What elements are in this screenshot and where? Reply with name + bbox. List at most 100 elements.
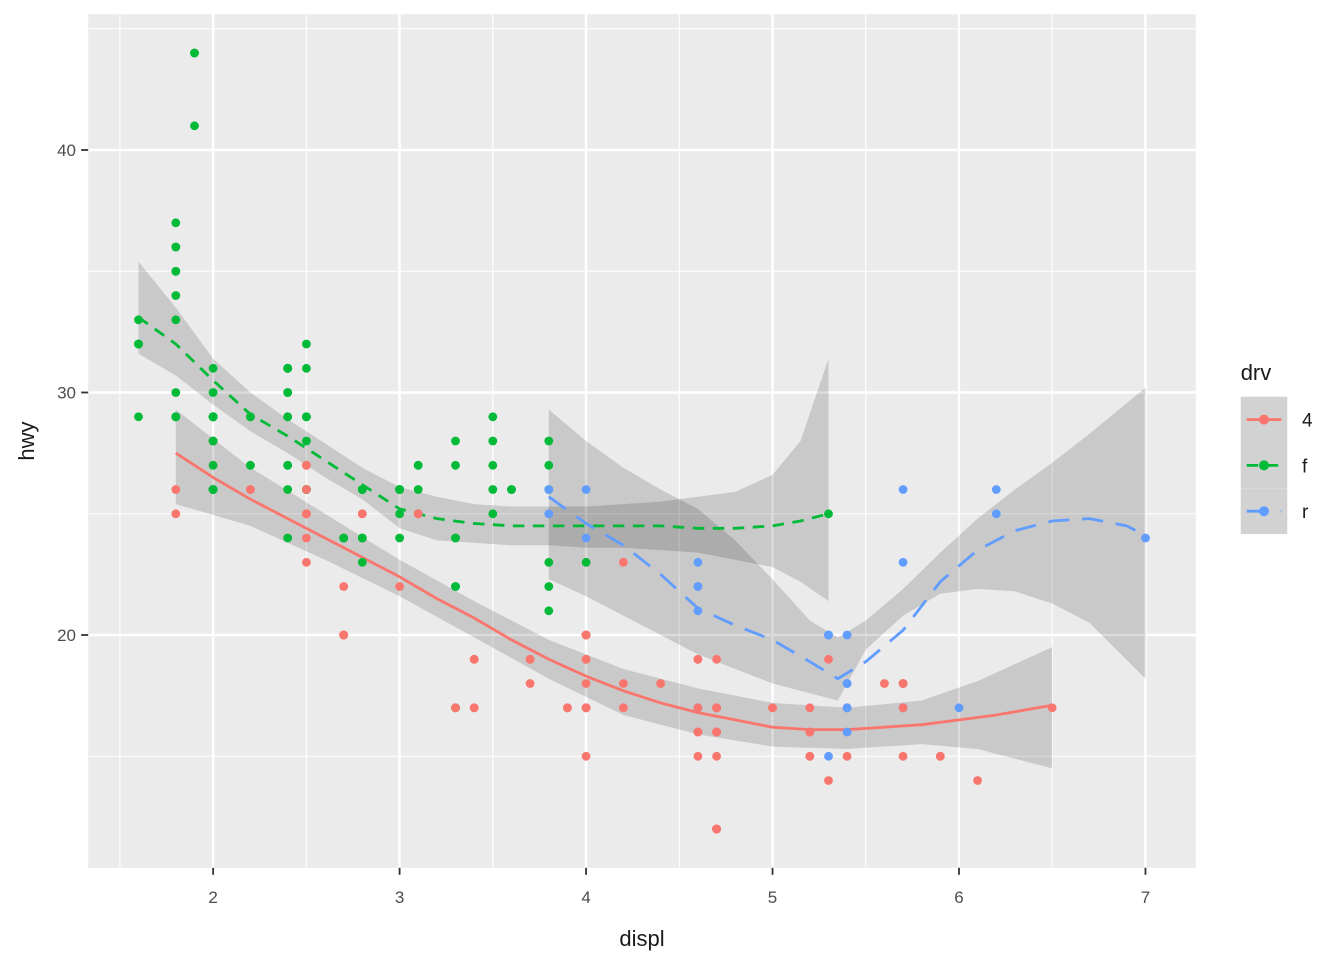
- data-point: [581, 533, 591, 543]
- data-point: [171, 242, 181, 252]
- data-point: [395, 485, 404, 494]
- data-point: [208, 363, 218, 373]
- y-tick-label: 20: [57, 626, 76, 645]
- data-point: [880, 679, 889, 688]
- data-point: [246, 485, 255, 494]
- data-point: [544, 582, 554, 591]
- data-point: [581, 654, 591, 664]
- data-points-f: [134, 48, 833, 713]
- data-point: [171, 388, 181, 397]
- data-point: [712, 727, 721, 737]
- data-point: [842, 630, 852, 640]
- data-point: [302, 557, 311, 567]
- data-point: [581, 557, 591, 567]
- data-point: [898, 485, 908, 494]
- data-point: [824, 654, 833, 664]
- data-point: [693, 751, 703, 761]
- data-point: [768, 703, 777, 713]
- data-point: [283, 533, 293, 543]
- legend-key-f[interactable]: [1240, 442, 1288, 489]
- data-point: [842, 703, 852, 713]
- confidence-band-4: [175, 409, 1053, 769]
- data-point: [283, 363, 293, 373]
- data-point: [451, 436, 460, 446]
- data-point: [302, 460, 311, 470]
- data-point: [544, 436, 554, 446]
- data-point: [395, 509, 404, 519]
- data-point: [208, 485, 218, 494]
- data-point: [451, 533, 460, 543]
- confidence-band-r: [548, 387, 1146, 701]
- legend-key-point: [1259, 460, 1269, 471]
- data-point: [395, 533, 404, 543]
- data-point: [525, 654, 535, 664]
- data-point: [134, 339, 143, 349]
- legend-label: 4: [1302, 411, 1313, 432]
- data-point: [283, 388, 293, 397]
- x-tick-label: 5: [768, 888, 777, 907]
- y-axis-title: hwy: [14, 421, 39, 460]
- data-point: [656, 679, 665, 688]
- data-point: [693, 703, 703, 713]
- data-point: [544, 460, 554, 470]
- confidence-band-f: [138, 261, 829, 602]
- x-tick-label: 6: [954, 888, 963, 907]
- data-point: [824, 630, 833, 640]
- smooth-line-4: [175, 451, 1053, 731]
- data-point: [563, 703, 572, 713]
- data-point: [842, 679, 852, 688]
- legend: drv 4 f r: [1240, 360, 1313, 535]
- data-point: [712, 703, 721, 713]
- data-point: [581, 485, 591, 494]
- legend-title: drv: [1241, 360, 1272, 385]
- data-point: [134, 412, 143, 422]
- data-point: [357, 533, 367, 543]
- data-point: [805, 751, 815, 761]
- data-point: [302, 339, 311, 349]
- data-point: [283, 485, 293, 494]
- data-point: [1047, 703, 1057, 713]
- legend-key-r[interactable]: [1240, 488, 1288, 535]
- data-point: [208, 460, 218, 470]
- data-point: [451, 703, 460, 713]
- data-point: [898, 751, 908, 761]
- data-point: [544, 485, 554, 494]
- data-point: [488, 509, 498, 519]
- data-point: [171, 412, 181, 422]
- data-point: [413, 509, 423, 519]
- data-point: [208, 388, 218, 397]
- data-point: [451, 582, 460, 591]
- data-point: [954, 703, 964, 713]
- data-point: [619, 703, 628, 713]
- data-point: [991, 485, 1001, 494]
- data-point: [283, 412, 293, 422]
- data-point: [544, 606, 554, 616]
- data-point: [302, 363, 311, 373]
- data-point: [824, 509, 833, 519]
- data-point: [246, 460, 255, 470]
- data-point: [302, 412, 311, 422]
- data-point: [451, 460, 460, 470]
- data-point: [544, 557, 554, 567]
- legend-key-point: [1259, 506, 1269, 517]
- data-point: [712, 824, 721, 834]
- legend-key-point: [1259, 414, 1269, 425]
- data-point: [693, 654, 703, 664]
- data-point: [581, 703, 591, 713]
- data-point: [842, 727, 852, 737]
- data-point: [581, 751, 591, 761]
- data-point: [302, 533, 311, 543]
- data-point: [824, 751, 833, 761]
- x-tick-label: 2: [208, 888, 217, 907]
- data-point: [581, 679, 591, 688]
- data-point: [898, 557, 908, 567]
- data-point: [339, 582, 349, 591]
- data-point: [991, 509, 1001, 519]
- data-point: [208, 436, 218, 446]
- data-point: [805, 703, 815, 713]
- data-point: [693, 582, 703, 591]
- data-point: [190, 48, 199, 58]
- legend-key-4[interactable]: [1240, 396, 1288, 443]
- data-point: [357, 485, 367, 494]
- data-point: [208, 412, 218, 422]
